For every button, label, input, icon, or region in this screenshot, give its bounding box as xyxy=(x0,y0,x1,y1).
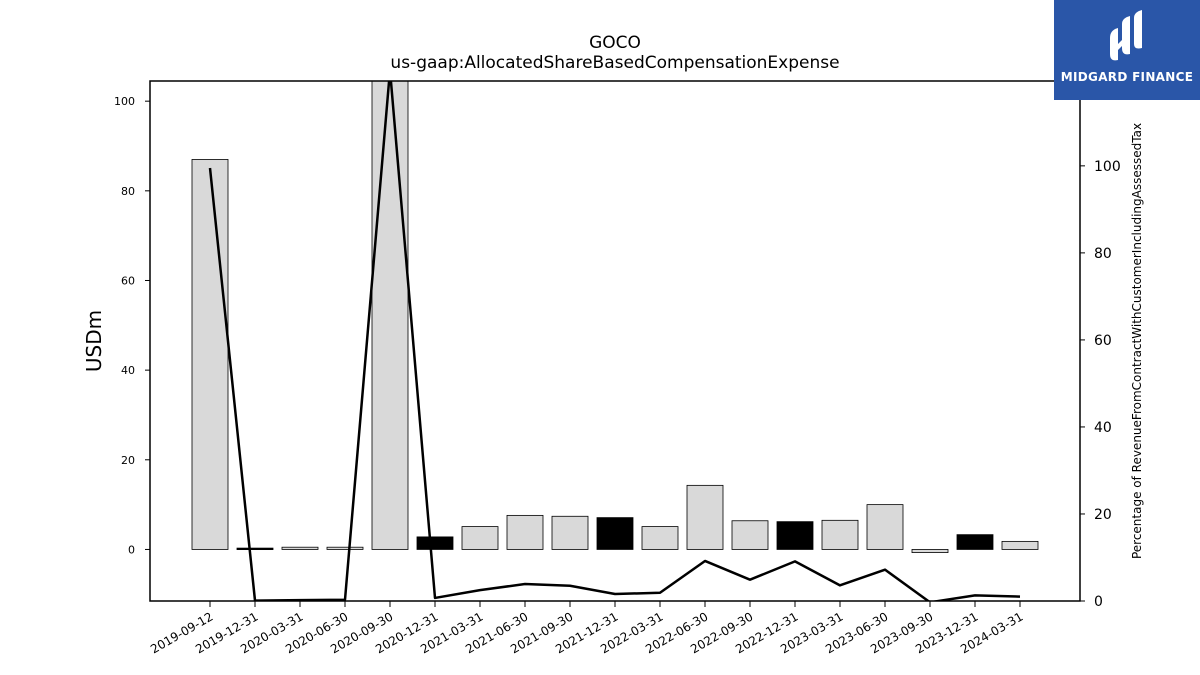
bar-2022-12-31 xyxy=(776,521,814,550)
y-tick-label-0: 0 xyxy=(128,543,135,556)
y2-tick-label-20: 20 xyxy=(1094,507,1112,523)
plot-frame xyxy=(149,80,1081,602)
bar-2020-06-30 xyxy=(326,546,364,550)
y2-tick-label-0: 0 xyxy=(1094,594,1103,610)
y2-tick-label-60: 60 xyxy=(1094,333,1112,349)
y2-tick-label-40: 40 xyxy=(1094,420,1112,436)
bar-2020-03-31 xyxy=(281,546,319,550)
midgard-logo-icon xyxy=(1110,10,1142,61)
bar-2021-03-31 xyxy=(461,526,499,550)
y2-tick-label-100: 100 xyxy=(1094,159,1121,175)
y2-tick-label-80: 80 xyxy=(1094,246,1112,262)
bar-2023-09-30 xyxy=(911,549,949,553)
bar-2023-12-31 xyxy=(956,534,994,550)
bar-2022-09-30 xyxy=(731,520,769,550)
bar-2022-03-31 xyxy=(641,526,679,550)
logo-text: MIDGARD FINANCE xyxy=(1060,70,1194,84)
y-tick-label-100: 100 xyxy=(114,95,135,108)
midgard-finance-logo: MIDGARD FINANCE xyxy=(1054,0,1200,100)
bar-2024-03-31 xyxy=(1001,540,1039,550)
line-series xyxy=(208,81,1021,601)
bar-2019-12-31 xyxy=(236,547,274,551)
plot-area: 0204060801000204060801002019-09-122019-1… xyxy=(114,81,1121,656)
bar-2023-03-31 xyxy=(821,519,859,550)
y-axis-label: USDm xyxy=(82,310,106,372)
bar-2022-06-30 xyxy=(686,484,724,550)
y2-axis-label: Percentage of RevenueFromContractWithCus… xyxy=(1130,123,1144,559)
bar-2019-09-12 xyxy=(191,159,229,550)
bar-2020-12-31 xyxy=(416,536,454,550)
plot-marks xyxy=(191,81,1039,601)
chart-title: GOCO xyxy=(589,33,641,53)
y-tick-label-40: 40 xyxy=(121,364,135,377)
bar-2021-09-30 xyxy=(551,515,589,550)
y-tick-label-60: 60 xyxy=(121,274,135,287)
bar-2023-06-30 xyxy=(866,504,904,550)
y-tick-label-80: 80 xyxy=(121,185,135,198)
y-tick-label-20: 20 xyxy=(121,454,135,467)
chart-title-group: GOCO us-gaap:AllocatedShareBasedCompensa… xyxy=(390,33,839,73)
bar-2020-09-30 xyxy=(371,81,409,550)
bar-2021-12-31 xyxy=(596,517,634,550)
chart-subtitle: us-gaap:AllocatedShareBasedCompensationE… xyxy=(390,53,839,73)
bar-2021-06-30 xyxy=(506,514,544,550)
